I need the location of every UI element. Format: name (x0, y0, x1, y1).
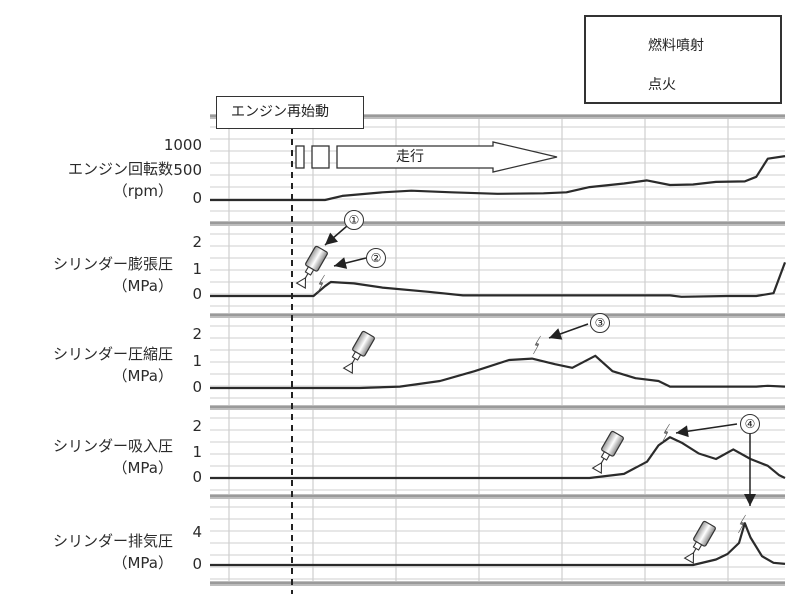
marker-3: ③ (590, 313, 610, 333)
marker-2: ② (366, 248, 386, 268)
arrow-marker-2-head (334, 257, 348, 269)
running-arrow (336, 141, 558, 173)
curve-intake (210, 436, 786, 480)
marker-4: ④ (740, 414, 760, 434)
arrow-marker-3-head (549, 328, 563, 340)
tick-rpm-500: 500 (173, 161, 202, 179)
injector-icon-compression (342, 330, 375, 375)
panel-unit-compression: （MPa） (112, 367, 173, 385)
tick-exh-0: 0 (192, 555, 202, 573)
tick-rpm-0: 0 (192, 189, 202, 207)
panel-unit-expansion: （MPa） (112, 277, 173, 295)
panel-unit-intake: （MPa） (112, 459, 173, 477)
tick-intake-2: 2 (192, 417, 202, 435)
cranking-box (311, 145, 330, 169)
panel-unit-exhaust: （MPa） (112, 554, 173, 572)
panel-title-rpm: エンジン回転数 (67, 160, 173, 178)
curve-expansion (210, 262, 787, 298)
injector-icon-expansion (295, 245, 328, 290)
arrow-marker-4-head (676, 425, 689, 438)
tick-exp-2: 2 (192, 233, 202, 251)
tick-exh-4: 4 (192, 523, 202, 541)
arrow-marker-4-down-head (744, 494, 756, 506)
arrow-marker-1-head (325, 232, 339, 245)
tick-intake-1: 1 (192, 443, 202, 461)
marker-1: ① (344, 210, 364, 230)
panel-title-compression: シリンダー圧縮圧 (52, 345, 173, 363)
cranking-box (295, 145, 305, 169)
spark-icon-compression (533, 335, 541, 355)
tick-rpm-1000: 1000 (163, 136, 202, 154)
spark-icon-expansion (317, 274, 325, 294)
tick-comp-0: 0 (192, 378, 202, 396)
panel-title-exhaust: シリンダー排気圧 (52, 532, 173, 550)
curve-rpm (210, 155, 786, 202)
tick-comp-1: 1 (192, 352, 202, 370)
spark-icon-exhaust (738, 514, 746, 534)
curve-exhaust (210, 522, 786, 567)
panel-title-intake: シリンダー吸入圧 (52, 437, 173, 455)
injector-icon-exhaust (683, 520, 716, 565)
tick-exp-1: 1 (192, 260, 202, 278)
tick-intake-0: 0 (192, 468, 202, 486)
legend: 燃料噴射 点火 (584, 15, 782, 104)
tick-exp-0: 0 (192, 285, 202, 303)
spark-icon-intake (662, 423, 670, 443)
injector-icon-intake (591, 430, 624, 475)
curve-compression (210, 354, 786, 390)
tick-comp-2: 2 (192, 325, 202, 343)
engine-restart-label: エンジン再始動 (216, 96, 364, 129)
panel-unit-rpm: （rpm） (112, 182, 173, 200)
legend-ignition-label: 点火 (648, 77, 676, 93)
legend-injection-label: 燃料噴射 (648, 38, 704, 54)
panel-title-expansion: シリンダー膨張圧 (52, 255, 173, 273)
running-label: 走行 (396, 149, 424, 165)
